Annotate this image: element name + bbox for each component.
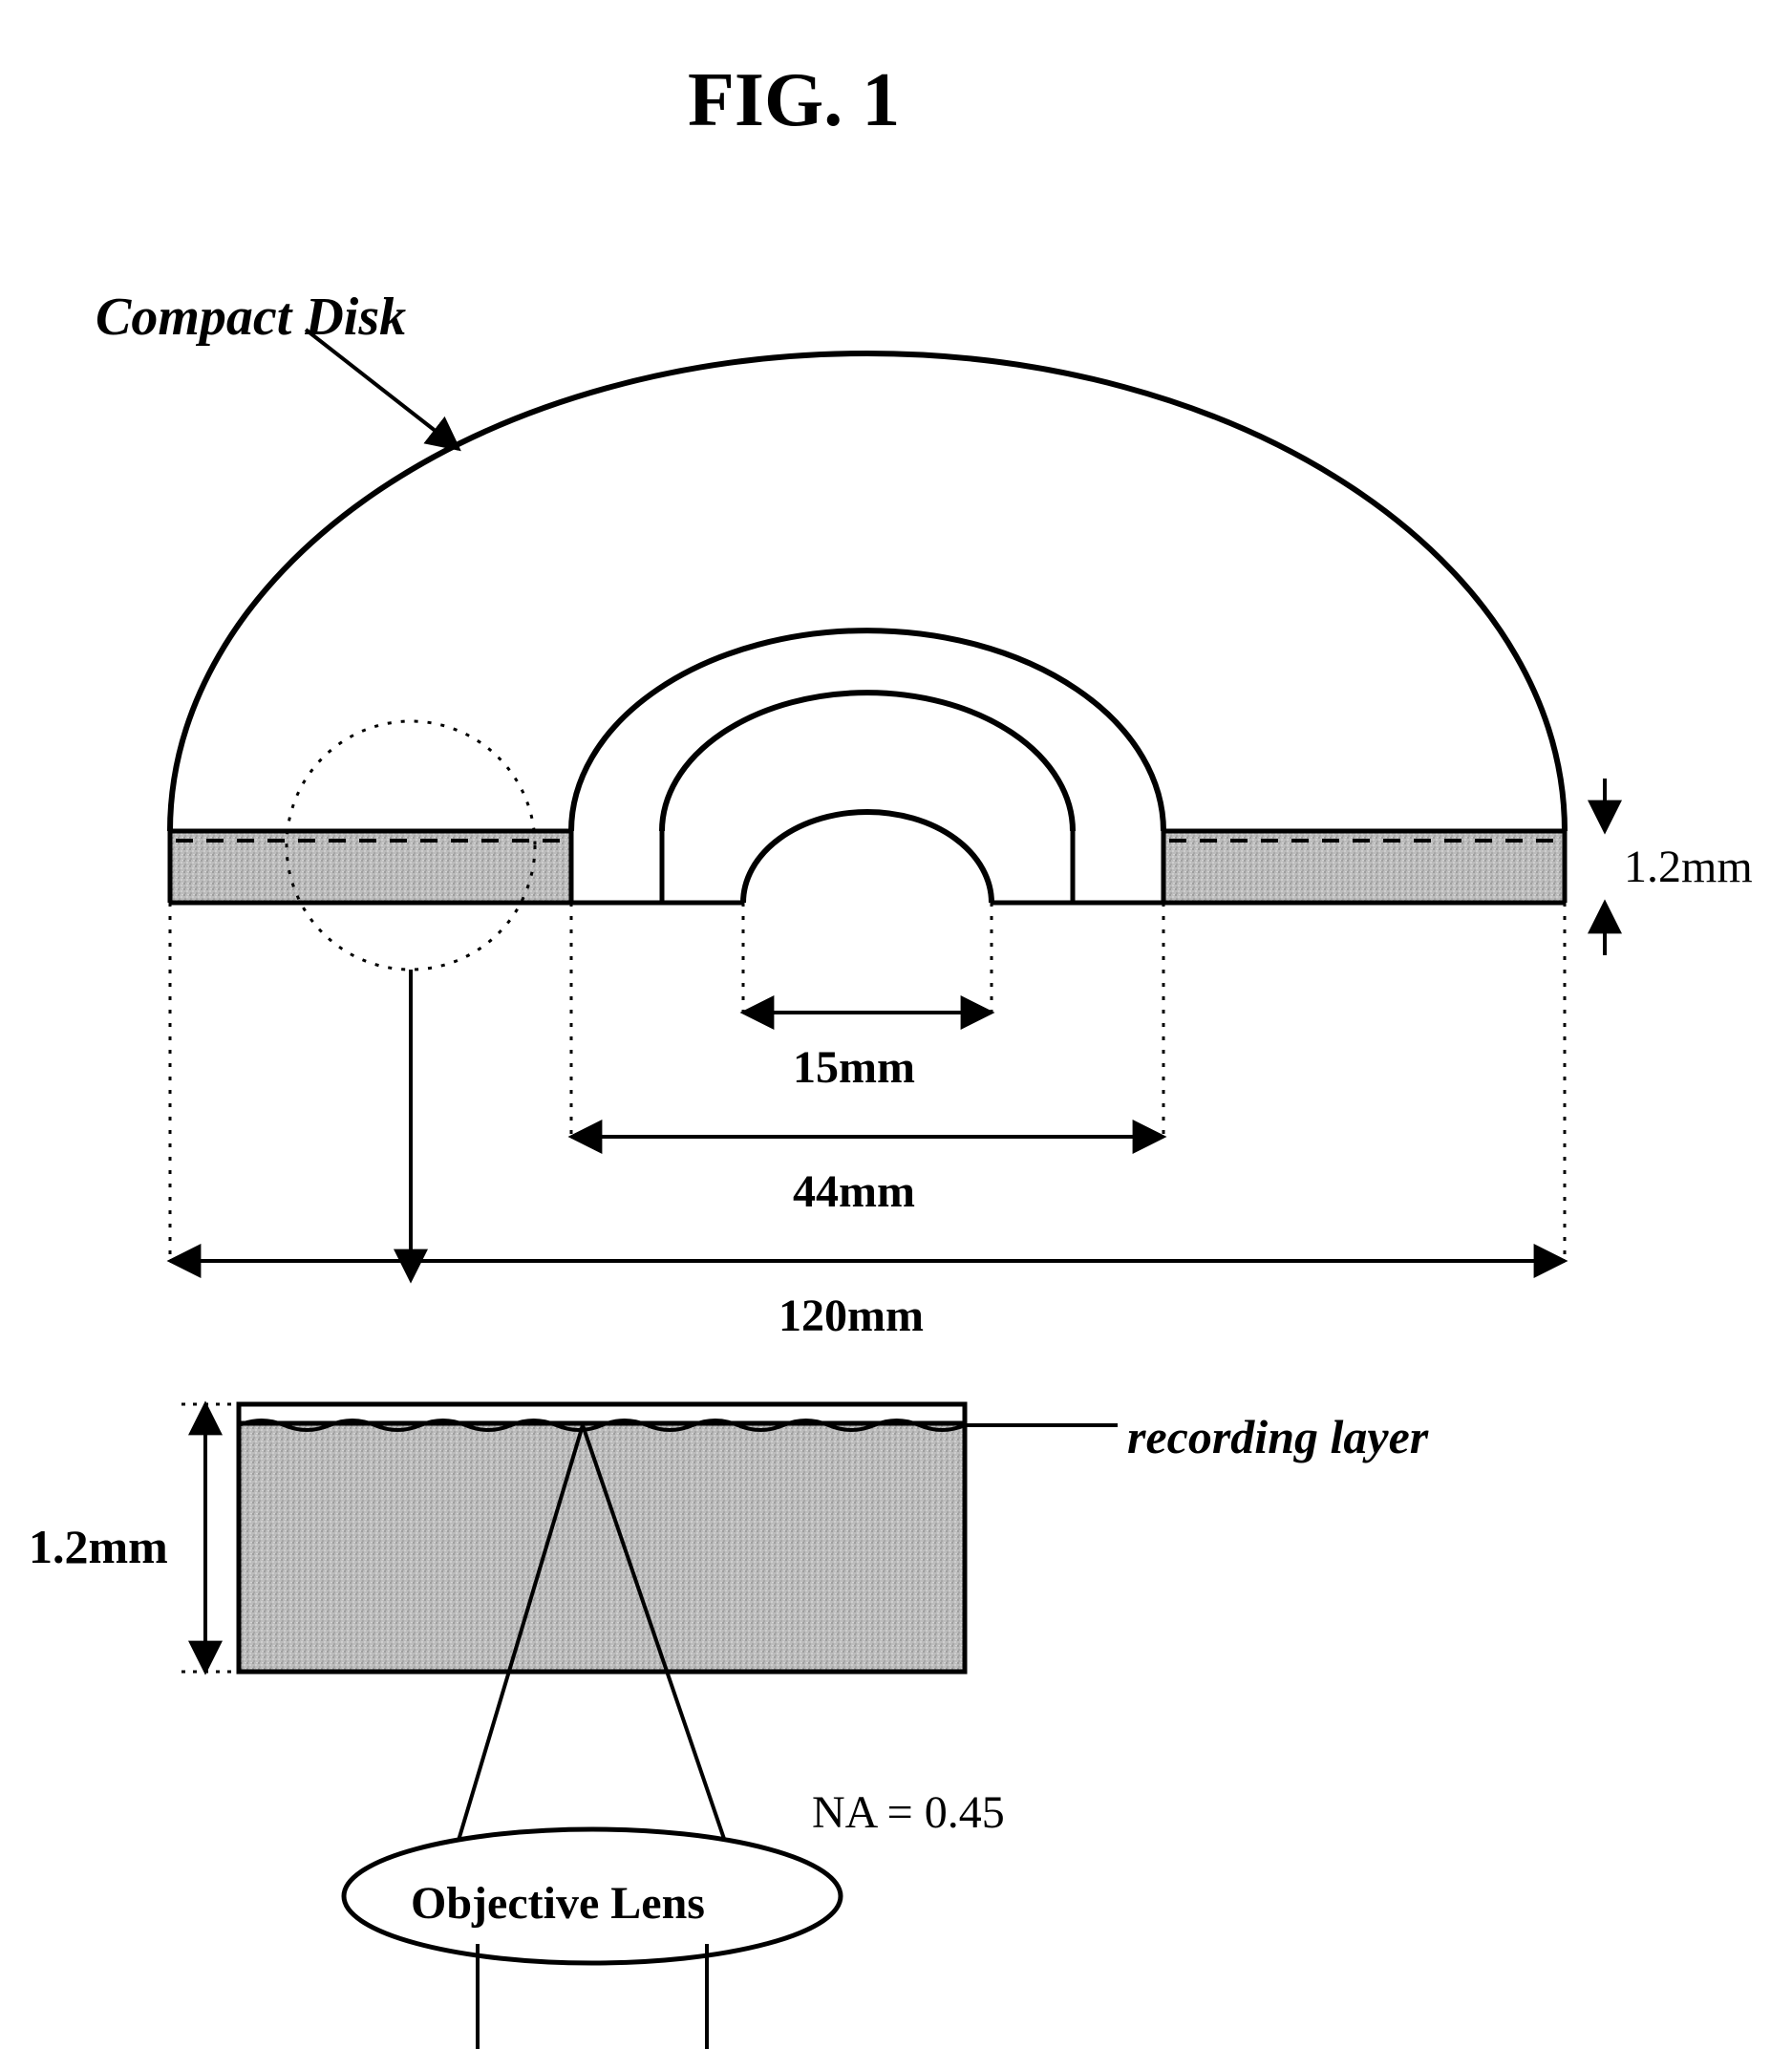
thickness-1p2mm-top: 1.2mm [1624,841,1753,893]
thickness-1p2mm-detail: 1.2mm [29,1519,168,1574]
dim-15mm: 15mm [793,1041,915,1094]
dim-44mm: 44mm [793,1165,915,1218]
recording-layer-label: recording layer [1127,1409,1428,1464]
dim-120mm: 120mm [779,1290,924,1342]
objective-lens-label: Objective Lens [411,1877,705,1930]
compact-disk-label: Compact Disk [96,287,406,348]
na-label: NA = 0.45 [812,1786,1005,1839]
figure-title: FIG. 1 [688,57,900,144]
